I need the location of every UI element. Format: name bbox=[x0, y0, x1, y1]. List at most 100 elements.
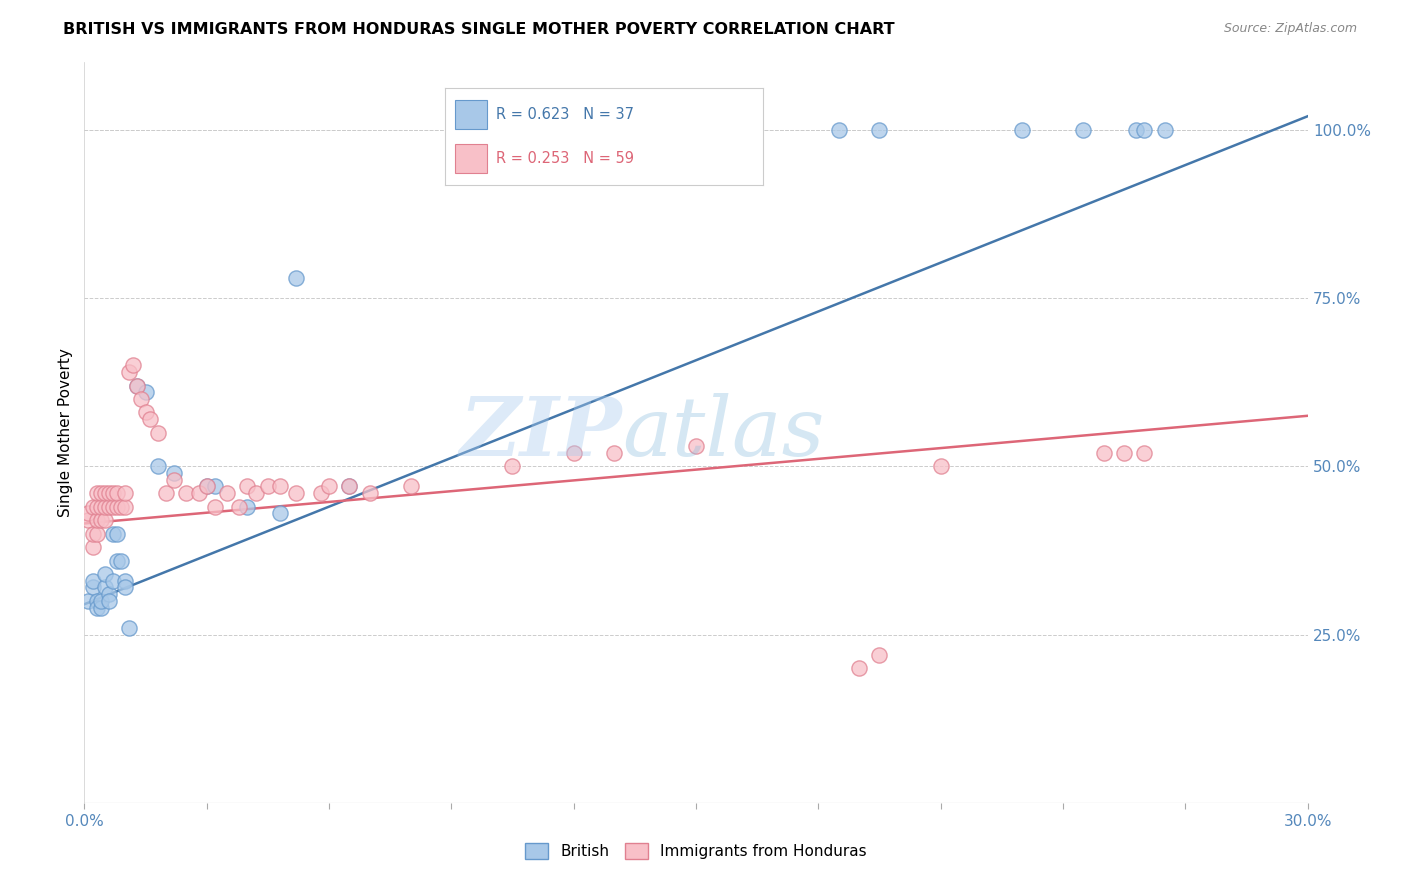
Point bbox=[285, 486, 308, 500]
Point bbox=[1133, 446, 1156, 460]
Point bbox=[86, 513, 108, 527]
Point bbox=[562, 446, 585, 460]
Point bbox=[86, 526, 108, 541]
Point bbox=[77, 513, 100, 527]
Point bbox=[93, 500, 115, 514]
Point bbox=[77, 507, 100, 521]
Point bbox=[90, 600, 112, 615]
Point bbox=[146, 459, 169, 474]
Y-axis label: Single Mother Poverty: Single Mother Poverty bbox=[58, 348, 73, 517]
Point bbox=[110, 553, 132, 567]
Point bbox=[706, 122, 728, 136]
Point bbox=[318, 479, 340, 493]
Text: BRITISH VS IMMIGRANTS FROM HONDURAS SINGLE MOTHER POVERTY CORRELATION CHART: BRITISH VS IMMIGRANTS FROM HONDURAS SING… bbox=[63, 22, 894, 37]
Text: atlas: atlas bbox=[623, 392, 825, 473]
Point bbox=[269, 479, 291, 493]
Point bbox=[90, 513, 112, 527]
Point bbox=[138, 412, 160, 426]
Point bbox=[163, 473, 186, 487]
Point bbox=[399, 479, 422, 493]
Point bbox=[1125, 122, 1147, 136]
Point bbox=[82, 540, 104, 554]
Point bbox=[269, 507, 291, 521]
Point bbox=[339, 479, 361, 493]
Point bbox=[339, 479, 361, 493]
Text: ZIP: ZIP bbox=[460, 392, 623, 473]
Point bbox=[118, 621, 141, 635]
Point bbox=[105, 486, 128, 500]
Point bbox=[77, 594, 100, 608]
Point bbox=[359, 486, 381, 500]
Point bbox=[90, 486, 112, 500]
Point bbox=[122, 359, 145, 373]
Point bbox=[217, 486, 239, 500]
Point bbox=[187, 486, 209, 500]
Point bbox=[97, 594, 120, 608]
Point bbox=[236, 500, 259, 514]
Point bbox=[93, 513, 115, 527]
Point bbox=[114, 486, 136, 500]
Point bbox=[163, 466, 186, 480]
Point bbox=[1114, 446, 1136, 460]
Point bbox=[101, 486, 124, 500]
Point bbox=[82, 500, 104, 514]
Point bbox=[1011, 122, 1033, 136]
Point bbox=[155, 486, 177, 500]
Point bbox=[1133, 122, 1156, 136]
Point bbox=[309, 486, 332, 500]
Point bbox=[135, 385, 157, 400]
Point bbox=[82, 574, 104, 588]
Point bbox=[114, 581, 136, 595]
Point bbox=[118, 365, 141, 379]
Point bbox=[1154, 122, 1177, 136]
Point bbox=[1092, 446, 1115, 460]
Point bbox=[131, 392, 153, 406]
Point bbox=[110, 500, 132, 514]
Point bbox=[869, 648, 891, 662]
Text: Source: ZipAtlas.com: Source: ZipAtlas.com bbox=[1223, 22, 1357, 36]
Point bbox=[101, 500, 124, 514]
Point bbox=[86, 486, 108, 500]
Point bbox=[82, 581, 104, 595]
Point bbox=[1073, 122, 1095, 136]
Point bbox=[101, 526, 124, 541]
Point bbox=[228, 500, 250, 514]
Point bbox=[174, 486, 197, 500]
Point bbox=[93, 486, 115, 500]
Point bbox=[285, 270, 308, 285]
Point bbox=[93, 566, 115, 581]
Legend: British, Immigrants from Honduras: British, Immigrants from Honduras bbox=[519, 838, 873, 865]
Point bbox=[127, 378, 149, 392]
Point bbox=[929, 459, 952, 474]
Point bbox=[685, 439, 707, 453]
Point bbox=[105, 500, 128, 514]
Point bbox=[97, 500, 120, 514]
Point bbox=[204, 500, 226, 514]
Point bbox=[105, 526, 128, 541]
Point bbox=[86, 600, 108, 615]
Point bbox=[97, 486, 120, 500]
Point bbox=[97, 587, 120, 601]
Point bbox=[245, 486, 267, 500]
Point bbox=[502, 459, 524, 474]
Point bbox=[195, 479, 218, 493]
Point bbox=[236, 479, 259, 493]
Point bbox=[257, 479, 280, 493]
Point bbox=[114, 574, 136, 588]
Point bbox=[848, 661, 870, 675]
Point bbox=[127, 378, 149, 392]
Point bbox=[114, 500, 136, 514]
Point bbox=[204, 479, 226, 493]
Point bbox=[86, 500, 108, 514]
Point bbox=[90, 500, 112, 514]
Point bbox=[82, 526, 104, 541]
Point bbox=[869, 122, 891, 136]
Point bbox=[195, 479, 218, 493]
Point bbox=[828, 122, 851, 136]
Point bbox=[101, 574, 124, 588]
Point bbox=[93, 581, 115, 595]
Point bbox=[105, 553, 128, 567]
Point bbox=[135, 405, 157, 419]
Point bbox=[603, 446, 626, 460]
Point bbox=[146, 425, 169, 440]
